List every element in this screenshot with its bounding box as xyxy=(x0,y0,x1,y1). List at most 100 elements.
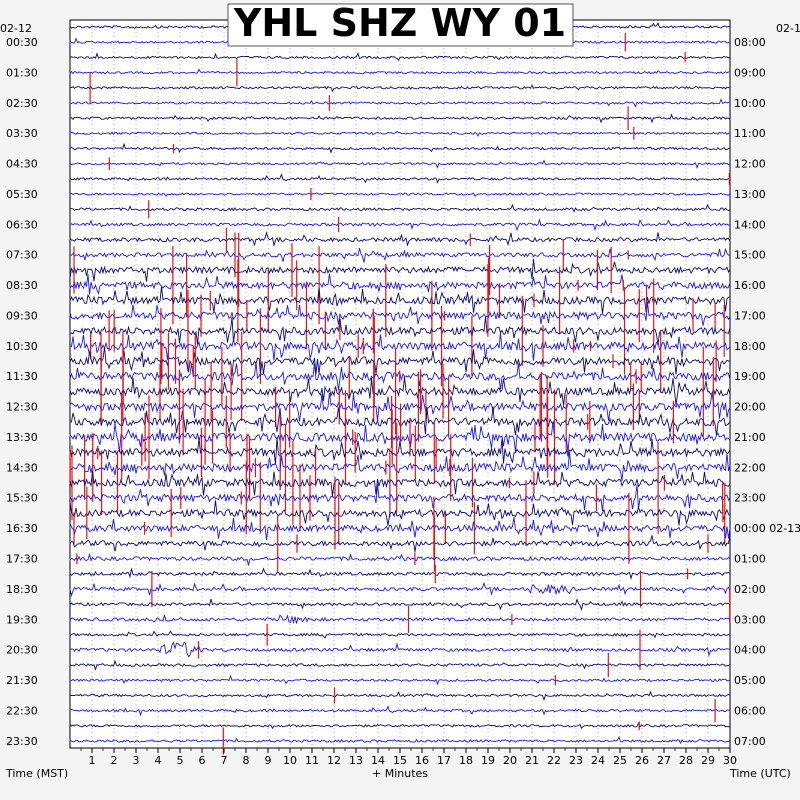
left-hour-label: 22:30 xyxy=(6,704,38,717)
right-date-label: 02-1 xyxy=(776,22,800,35)
x-tick-label: 8 xyxy=(243,754,250,767)
x-tick-label: 22 xyxy=(547,754,561,767)
x-tick-label: 18 xyxy=(459,754,473,767)
trace-row xyxy=(69,421,731,453)
minute-gridlines xyxy=(91,20,709,748)
left-hour-label: 14:30 xyxy=(6,461,38,474)
trace-row xyxy=(69,690,731,702)
x-tick-label: 7 xyxy=(221,754,228,767)
x-tick-label: 15 xyxy=(393,754,407,767)
chart-title-box xyxy=(227,3,574,47)
trace-row xyxy=(69,659,731,671)
x-tick-label: 29 xyxy=(701,754,715,767)
trace-row xyxy=(69,567,731,580)
right-hour-label: 04:00 xyxy=(734,644,766,657)
left-hour-label: 15:30 xyxy=(6,492,38,505)
trace-row xyxy=(69,598,731,612)
x-tick-label: 19 xyxy=(481,754,495,767)
right-hour-label: 08:00 xyxy=(734,36,766,49)
trace-row xyxy=(69,470,731,497)
trace-row xyxy=(69,674,731,686)
right-hour-label: 21:00 xyxy=(734,431,766,444)
x-tick-label: 17 xyxy=(437,754,451,767)
left-hour-label: 21:30 xyxy=(6,674,38,687)
right-axis-label: Time (UTC) xyxy=(729,767,791,780)
left-hour-label: 10:30 xyxy=(6,340,38,353)
trace-row xyxy=(69,68,731,75)
x-tick-label: 20 xyxy=(503,754,517,767)
x-axis-label: + Minutes xyxy=(372,767,428,780)
trace-row xyxy=(69,630,731,639)
left-hour-label: 05:30 xyxy=(6,188,38,201)
left-hour-label: 18:30 xyxy=(6,583,38,596)
trace-row xyxy=(69,247,730,263)
trace-row xyxy=(69,84,731,93)
left-hour-label: 03:30 xyxy=(6,127,38,140)
trace-row xyxy=(69,516,731,540)
right-hour-label: 01:00 xyxy=(734,553,766,566)
trace-row xyxy=(69,484,731,512)
right-hour-label: 14:00 xyxy=(734,218,766,231)
trace-row xyxy=(69,258,731,282)
left-hour-label: 19:30 xyxy=(6,613,38,626)
x-tick-label: 6 xyxy=(199,754,206,767)
trace-row xyxy=(69,735,731,745)
right-hour-label: 02:00 xyxy=(734,583,766,596)
right-hour-label: 06:00 xyxy=(734,704,766,717)
left-hour-label: 23:30 xyxy=(6,735,38,748)
trace-row xyxy=(69,500,731,526)
left-axis-label: Time (MST) xyxy=(5,767,68,780)
right-hour-label: 16:00 xyxy=(734,279,766,292)
trace-row xyxy=(69,173,731,184)
right-hour-label: 18:00 xyxy=(734,340,766,353)
x-axis-ticks: 1 2 3 4 5 6 7 8 9 10 11 12 13 14 15 16 17 18 19 20 21 22 23 24 2… xyxy=(80,748,737,767)
right-hour-label: 23:00 xyxy=(734,492,766,505)
right-hour-label: 07:00 xyxy=(734,735,766,748)
trace-row xyxy=(69,437,731,465)
trace-row xyxy=(69,377,731,406)
trace-row xyxy=(69,316,731,345)
left-hour-label: 13:30 xyxy=(6,431,38,444)
x-tick-label: 5 xyxy=(177,754,184,767)
trace-row xyxy=(69,286,731,314)
left-hour-label: 06:30 xyxy=(6,218,38,231)
trace-row xyxy=(69,231,731,247)
x-tick-label: 24 xyxy=(591,754,605,767)
x-tick-label: 12 xyxy=(327,754,341,767)
trace-row xyxy=(69,218,730,232)
x-tick-label: 23 xyxy=(569,754,583,767)
trace-row xyxy=(69,346,730,376)
x-tick-label: 13 xyxy=(349,754,363,767)
x-tick-label: 9 xyxy=(265,754,272,767)
right-hour-label: 15:00 xyxy=(734,249,766,262)
right-hour-label: 11:00 xyxy=(734,127,766,140)
trace-row xyxy=(69,581,731,598)
right-hour-label: 20:00 xyxy=(734,401,766,414)
trace-row xyxy=(69,302,731,326)
x-tick-label: 30 xyxy=(723,754,737,767)
right-hour-label: 09:00 xyxy=(734,66,766,79)
trace-row xyxy=(69,192,731,197)
left-hour-label: 08:30 xyxy=(6,279,38,292)
right-hour-label: 10:00 xyxy=(734,97,766,110)
trace-row xyxy=(69,535,731,552)
trace-row xyxy=(69,406,731,436)
left-hour-label: 09:30 xyxy=(6,309,38,322)
x-tick-label: 2 xyxy=(111,754,118,767)
trace-row xyxy=(69,332,731,361)
right-hour-label: 17:00 xyxy=(734,309,766,322)
right-hour-label: 19:00 xyxy=(734,370,766,383)
left-hour-label: 00:30 xyxy=(6,36,38,49)
x-tick-label: 16 xyxy=(415,754,429,767)
trace-row xyxy=(69,392,731,422)
seismic-traces xyxy=(69,15,731,755)
x-tick-label: 28 xyxy=(679,754,693,767)
trace-row xyxy=(69,203,731,213)
left-hour-label: 07:30 xyxy=(6,249,38,262)
trace-row xyxy=(69,705,731,717)
left-hour-label: 17:30 xyxy=(6,553,38,566)
trace-row xyxy=(69,142,731,154)
right-hour-label: 05:00 xyxy=(734,674,766,687)
x-tick-label: 1 xyxy=(89,754,96,767)
